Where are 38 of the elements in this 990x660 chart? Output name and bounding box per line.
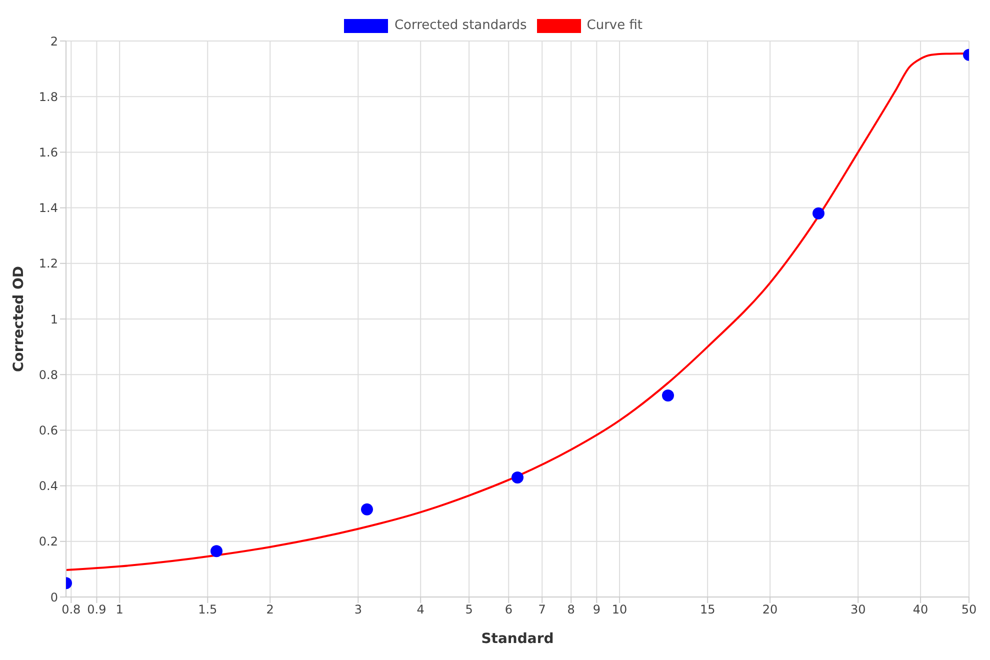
y-tick-label: 1.4 xyxy=(38,201,58,216)
x-tick-label: 7 xyxy=(538,602,546,617)
x-tick-label: 20 xyxy=(762,602,778,617)
x-tick-label: 40 xyxy=(912,602,928,617)
x-tick-label: 1 xyxy=(116,602,124,617)
y-tick-label: 1.8 xyxy=(38,90,58,104)
x-tick-label: 8 xyxy=(567,602,575,617)
point xyxy=(512,471,524,484)
x-tick-label: 2 xyxy=(266,602,274,617)
x-tick-label: 4 xyxy=(416,602,424,617)
point xyxy=(812,207,824,220)
x-tick-label: 50 xyxy=(961,602,977,617)
x-tick-label: 9 xyxy=(592,602,600,617)
y-tick-label: 0.8 xyxy=(38,368,58,382)
point xyxy=(662,389,674,402)
y-tick-label: 1.2 xyxy=(38,256,58,271)
legend-label: Curve fit xyxy=(586,18,643,33)
x-axis-title: Standard xyxy=(481,631,554,647)
y-tick-label: 1.6 xyxy=(38,145,58,160)
x-tick-label: 6 xyxy=(504,602,512,617)
y-tick-label: 2 xyxy=(50,34,58,48)
y-tick-label: 1 xyxy=(50,312,58,326)
y-tick-label: 0.2 xyxy=(38,534,58,549)
x-tick-label: 3 xyxy=(354,602,362,617)
y-tick-label: 0.4 xyxy=(38,479,58,494)
x-tick-label: 0.8 xyxy=(62,602,81,617)
legend-label: Corrected standards xyxy=(394,18,527,33)
x-tick-label: 1.5 xyxy=(198,602,218,617)
x-tick-label: 30 xyxy=(850,602,866,617)
x-tick-label: 0.9 xyxy=(87,602,106,617)
point xyxy=(361,503,373,516)
x-tick-label: 15 xyxy=(700,602,716,617)
x-tick-label: 10 xyxy=(612,602,628,617)
y-tick-label: 0 xyxy=(50,590,58,604)
x-tick-label: 5 xyxy=(465,602,473,617)
y-axis-title: Corrected OD xyxy=(10,266,27,372)
y-tick-label: 0.6 xyxy=(38,423,58,438)
point xyxy=(210,545,222,558)
